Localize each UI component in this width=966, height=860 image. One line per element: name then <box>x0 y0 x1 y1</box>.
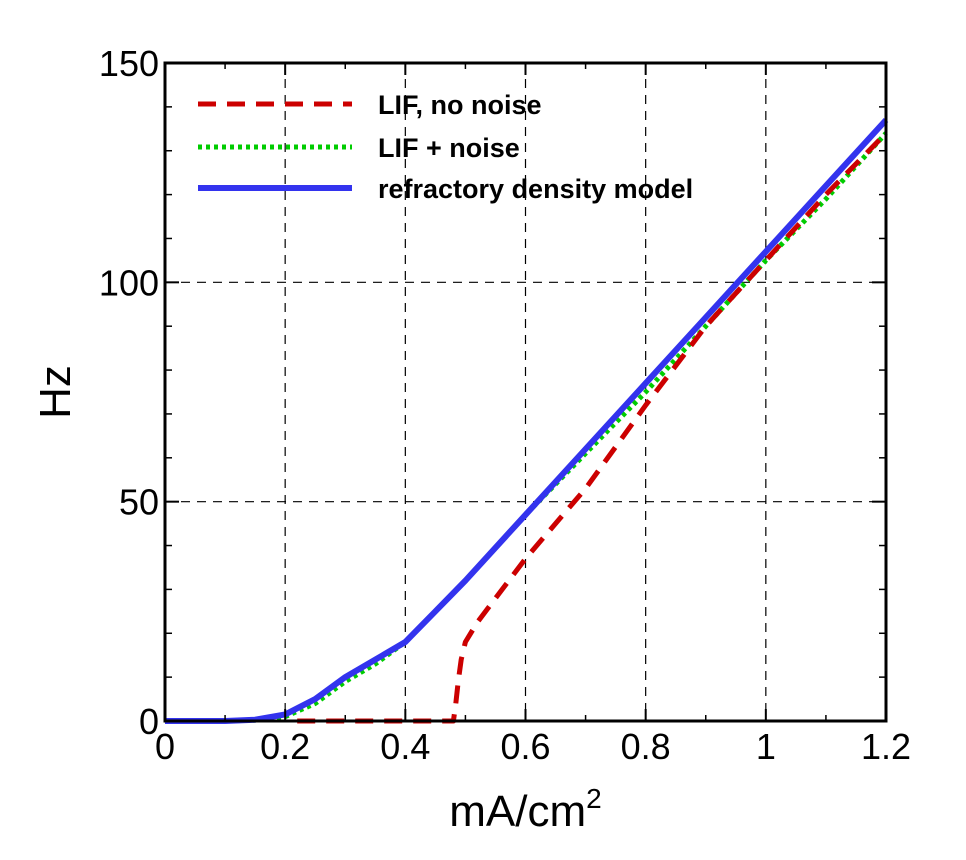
series-line-1 <box>297 131 888 724</box>
legend: LIF, no noise LIF + noise refractory densi… <box>198 90 693 204</box>
y-tick-label: 150 <box>99 43 159 84</box>
x-axis-title-superscript: 2 <box>586 783 602 814</box>
y-tick-label: 0 <box>139 701 159 742</box>
x-axis-title-base: mA/cm <box>449 787 586 836</box>
y-axis-title: Hz <box>31 365 80 419</box>
tick-marks <box>164 62 887 722</box>
y-tick-label: 100 <box>99 262 159 303</box>
y-tick-label: 50 <box>119 482 159 523</box>
x-tick-label: 0.4 <box>380 726 430 767</box>
grid <box>165 63 886 721</box>
legend-label-1: LIF, no noise <box>378 90 542 120</box>
legend-label-3: refractory density model <box>378 174 693 204</box>
x-tick-label: 0 <box>155 726 175 767</box>
tick-labels: 0 0.2 0.4 0.6 0.8 1 1.2 0 50 100 150 <box>99 43 911 767</box>
x-tick-label: 0.2 <box>260 726 310 767</box>
series-line-3 <box>165 117 889 724</box>
legend-label-2: LIF + noise <box>378 133 520 163</box>
series-line-2 <box>165 131 888 724</box>
x-tick-label: 1 <box>756 726 776 767</box>
x-axis-title: mA/cm2 <box>449 783 601 836</box>
x-tick-label: 0.8 <box>621 726 671 767</box>
x-tick-label: 1.2 <box>861 726 911 767</box>
x-tick-label: 0.6 <box>500 726 550 767</box>
